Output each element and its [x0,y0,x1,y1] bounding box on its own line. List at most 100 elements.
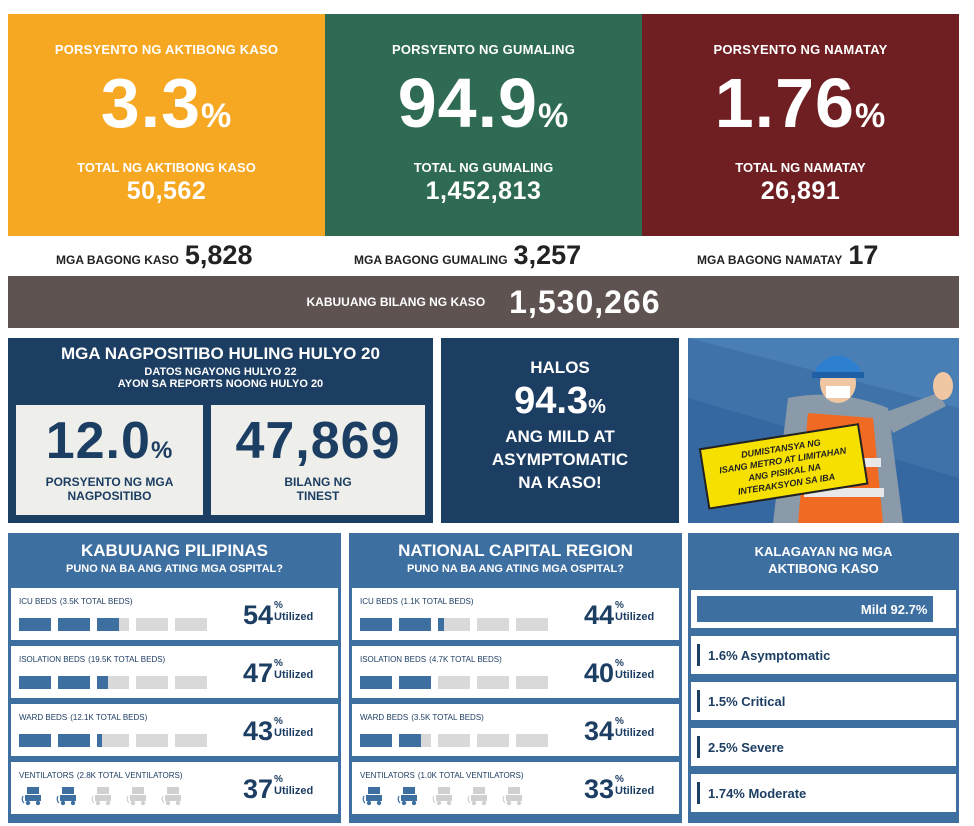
utilization-bar [136,734,168,747]
utilization-bar [360,618,392,631]
recovered-total-label: TOTAL NG GUMALING [413,160,554,175]
utilization-bars [360,618,548,631]
active-total-label: TOTAL NG AKTIBONG KASO [77,160,256,175]
worker-poster: DUMISTANSYA NG ISANG METRO AT LIMITAHAN … [688,338,959,523]
utilization-bar [175,676,207,689]
utilization-bar [19,676,51,689]
severity-label: 2.5% Severe [708,739,784,755]
utilized-percent: 34% Utilized [584,716,655,746]
row-label: VENTILATORS (2.8K TOTAL VENTILATORS) [19,771,183,780]
ph-subtitle: PUNO NA BA ANG ATING MGA OSPITAL? [66,563,283,575]
utilization-bar [175,618,207,631]
severity-header: KALAGAYAN NG MGA AKTIBONG KASO [688,533,959,583]
utilization-bar [399,734,431,747]
utilization-bar [477,618,509,631]
positivity-rate-label2: NAGPOSITIBO [67,489,152,503]
ventilator-icon [126,787,146,806]
row-label: ICU BEDS (3.5K TOTAL BEDS) [19,597,133,606]
positivity-sub2: AYON SA REPORTS NOONG HULYO 20 [117,378,324,390]
ventilator-icon [56,787,76,806]
severity-bar [697,736,700,758]
utilized-percent: 43% Utilized [243,716,314,746]
ventilator-icon [397,787,417,806]
ventilator-icon [467,787,487,806]
row-label: ISOLATION BEDS (19.5K TOTAL BEDS) [19,655,166,664]
deaths-total: 26,891 [760,177,841,205]
ph-title: KABUUANG PILIPINAS [80,541,268,560]
severity-row-0: Mild 92.7% [690,589,957,629]
utilization-bar [516,676,548,689]
utilized-percent: 47% Utilized [243,658,314,688]
severity-label: 1.5% Critical [708,693,786,709]
ventilator-icon [502,787,522,806]
utilization-bar [97,734,129,747]
positivity-rate-box: 12.0% PORSYENTO NG MGA NAGPOSITIBO [16,405,203,515]
row-label: VENTILATORS (1.0K TOTAL VENTILATORS) [360,771,524,780]
severity-bar [697,782,700,804]
utilized-percent: 33% Utilized [584,774,655,804]
new-deaths-value: 17 [848,240,879,270]
severity-row-4: 1.74% Moderate [690,773,957,813]
mild-line2: ANG MILD AT [505,427,615,446]
severity-panel: KALAGAYAN NG MGA AKTIBONG KASO Mild 92.7… [688,533,959,823]
utilization-bar [360,676,392,689]
row-label: WARD BEDS (12.1K TOTAL BEDS) [19,713,148,722]
utilization-bar [97,618,129,631]
utilization-bar [360,734,392,747]
utilization-bar [175,734,207,747]
ncr-hospital-panel: NATIONAL CAPITAL REGION PUNO NA BA ANG A… [349,533,682,823]
positivity-rate: 12.0% [45,412,174,470]
recovered-percent: 94.9% [397,64,570,142]
active-label: PORSYENTO NG AKTIBONG KASO [54,42,279,57]
ph-row-2: WARD BEDS (12.1K TOTAL BEDS) 43% Utilized [10,703,339,757]
utilized-percent: 44% Utilized [584,600,655,630]
severity-label: 1.6% Asymptomatic [708,647,831,663]
utilized-percent: 40% Utilized [584,658,655,688]
utilization-bar [136,676,168,689]
deaths-panel: PORSYENTO NG NAMATAY 1.76% TOTAL NG NAMA… [642,14,959,236]
positivity-title: MGA NAGPOSITIBO HULING HULYO 20 [61,344,380,363]
new-deaths: MGA BAGONG NAMATAY 17 [697,240,879,270]
utilization-bars [19,734,207,747]
row-label: ISOLATION BEDS (4.7K TOTAL BEDS) [360,655,502,664]
utilization-bar [438,734,470,747]
severity-row-3: 2.5% Severe [690,727,957,767]
utilization-bar [438,676,470,689]
utilization-bar [97,676,129,689]
utilization-bar [136,618,168,631]
tested-value: 47,869 [235,412,401,470]
new-recovered-value: 3,257 [513,240,582,270]
recovered-label: PORSYENTO NG GUMALING [391,42,576,57]
tested-label2: TINEST [296,489,340,503]
utilization-bar [477,734,509,747]
ph-row-0: ICU BEDS (3.5K TOTAL BEDS) 54% Utilized [10,587,339,641]
ncr-row-3: VENTILATORS (1.0K TOTAL VENTILATORS) 33% U… [351,761,680,815]
ph-row-1: ISOLATION BEDS (19.5K TOTAL BEDS) 47% Util… [10,645,339,699]
new-cases-value: 5,828 [184,240,253,270]
utilized-percent: 37% Utilized [243,774,314,804]
utilization-bars [19,618,207,631]
utilization-bars [360,734,548,747]
severity-row-2: 1.5% Critical [690,681,957,721]
total-cases-bar: KABUUANG BILANG NG KASO 1,530,266 [8,276,959,328]
utilization-bar [438,618,470,631]
severity-title1: KALAGAYAN NG MGA [754,544,893,559]
ph-row-3: VENTILATORS (2.8K TOTAL VENTILATORS) 37% U… [10,761,339,815]
utilization-bars [19,676,207,689]
positivity-sub1: DATOS NGAYONG HULYO 22 [144,366,297,378]
recovered-total: 1,452,813 [425,177,542,205]
mild-line4: NA KASO! [518,473,602,492]
utilization-bar [516,734,548,747]
utilization-bar [58,734,90,747]
mild-value: 94.3% [514,380,606,422]
total-cases-label: KABUUANG BILANG NG KASO [306,295,486,309]
deaths-label: PORSYENTO NG NAMATAY [713,42,888,57]
ph-hospital-panel: KABUUANG PILIPINAS PUNO NA BA ANG ATING … [8,533,341,823]
row-label: WARD BEDS (3.5K TOTAL BEDS) [360,713,484,722]
utilization-bar [58,618,90,631]
ventilator-icon [432,787,452,806]
ventilator-icon [161,787,181,806]
utilization-bar [516,618,548,631]
ventilator-icons [21,786,196,811]
ventilator-icon [91,787,111,806]
